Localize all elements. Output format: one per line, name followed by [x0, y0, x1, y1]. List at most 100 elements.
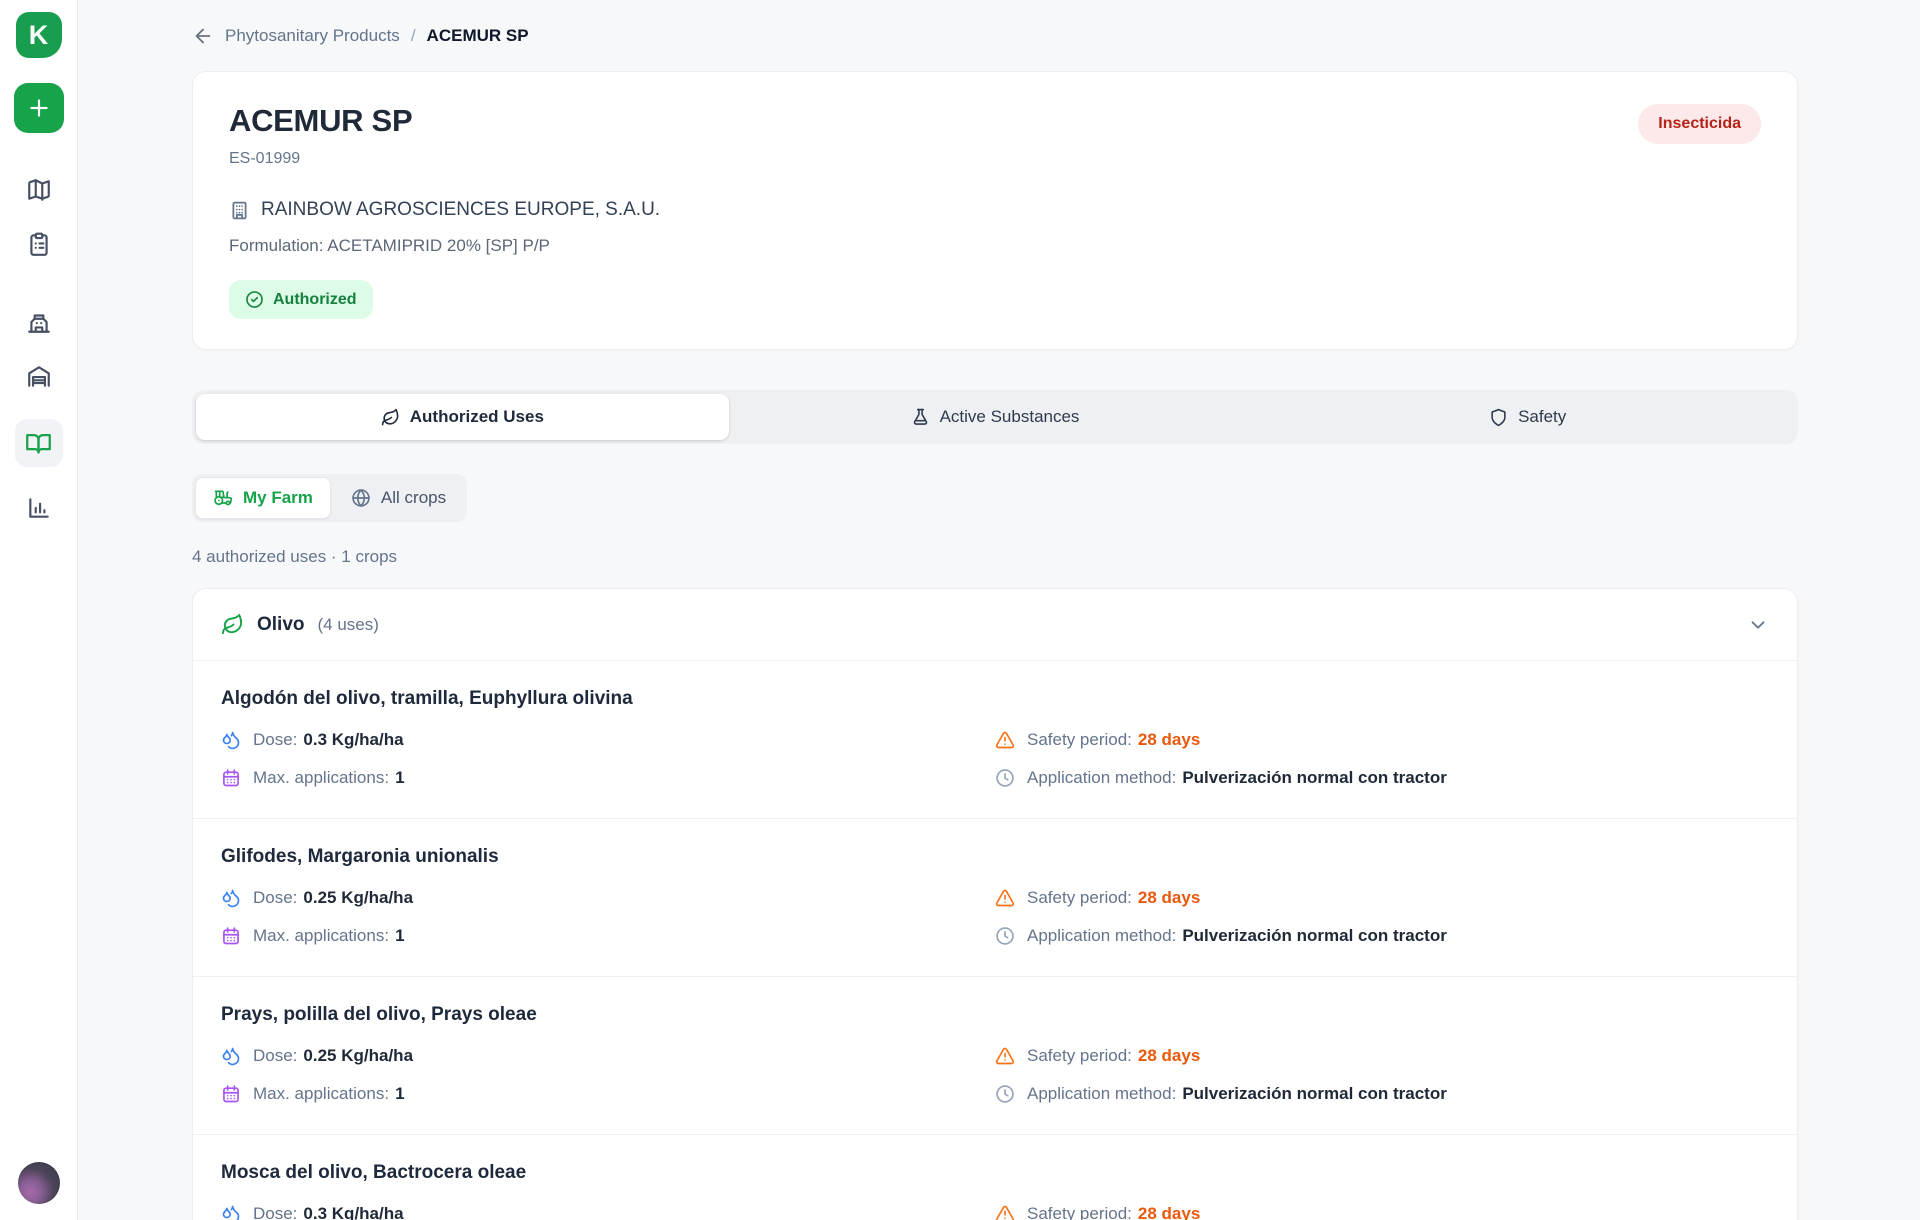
pest-name: Glifodes, Margaronia unionalis: [221, 846, 499, 867]
product-name: ACEMUR SP: [229, 103, 413, 138]
dose-label: Dose:: [253, 730, 298, 749]
app-logo-letter: K: [28, 19, 49, 50]
dose-value: 0.25 Kg/ha/ha: [303, 888, 414, 907]
calendar-icon: [221, 926, 241, 946]
company-name: RAINBOW AGROSCIENCES EUROPE, S.A.U.: [261, 199, 661, 220]
book-open-icon: [25, 430, 52, 457]
crop-header[interactable]: Olivo (4 uses): [193, 589, 1797, 660]
main-content: Phytosanitary Products / ACEMUR SP ACEMU…: [78, 0, 1920, 1220]
sidebar: K: [0, 0, 78, 1220]
tractor-icon: [213, 488, 233, 508]
filter-label: All crops: [380, 488, 447, 507]
uses-summary: 4 authorized uses · 1 crops: [192, 547, 398, 566]
status-badge-authorized: Authorized: [229, 280, 373, 319]
sidebar-item-farm-buildings[interactable]: [26, 309, 52, 335]
tab-authorized-uses[interactable]: Authorized Uses: [196, 394, 729, 440]
droplets-icon: [221, 1204, 241, 1220]
max-applications-value: 1: [395, 768, 405, 787]
droplets-icon: [221, 1046, 241, 1066]
max-applications-value: 1: [395, 1084, 405, 1103]
breadcrumb-parent[interactable]: Phytosanitary Products: [225, 26, 400, 45]
max-applications-label: Max. applications:: [253, 1084, 390, 1103]
breadcrumb-separator: /: [410, 26, 416, 45]
crop-name: Olivo: [257, 613, 305, 635]
dose-label: Dose:: [253, 1046, 298, 1065]
crop-filter-row: My Farm All crops: [192, 474, 1798, 522]
safety-period-row: Safety period: 28 days: [995, 888, 1769, 908]
application-method-row: Application method: Pulverización normal…: [995, 1084, 1769, 1104]
dose-value: 0.3 Kg/ha/ha: [303, 730, 404, 749]
sidebar-item-catalog-active[interactable]: [14, 419, 63, 467]
company-building-icon: [229, 200, 250, 221]
use-details: Dose: 0.25 Kg/ha/ha Safety period: 28 da…: [221, 888, 1769, 946]
safety-period-label: Safety period:: [1027, 1046, 1132, 1065]
back-arrow-icon[interactable]: [192, 25, 214, 47]
user-avatar[interactable]: [17, 1162, 60, 1204]
max-applications-label: Max. applications:: [253, 926, 390, 945]
safety-period-row: Safety period: 28 days: [995, 1204, 1769, 1220]
application-method-value: Pulverización normal con tractor: [1182, 768, 1447, 787]
filter-all-crops[interactable]: All crops: [333, 477, 464, 519]
app-logo[interactable]: K: [15, 12, 62, 58]
application-method-label: Application method:: [1027, 768, 1177, 787]
formulation-text: Formulation: ACETAMIPRID 20% [SP] P/P: [229, 236, 550, 255]
use-item: Mosca del olivo, Bactrocera oleae Dose: …: [193, 1134, 1797, 1220]
filter-label: My Farm: [243, 488, 313, 507]
use-details: Dose: 0.3 Kg/ha/ha Safety period: 28 day…: [221, 1204, 1769, 1220]
sidebar-item-warehouse[interactable]: [26, 363, 52, 389]
safety-period-value: 28 days: [1137, 1046, 1201, 1065]
pest-name: Mosca del olivo, Bactrocera oleae: [221, 1162, 527, 1183]
calendar-icon: [221, 768, 241, 788]
create-button[interactable]: [13, 83, 64, 133]
clock-icon: [995, 926, 1015, 946]
tab-label: Authorized Uses: [409, 407, 544, 426]
category-badge-insecticida: Insecticida: [1638, 104, 1761, 144]
chevron-down-icon[interactable]: [1747, 614, 1769, 636]
use-details: Dose: 0.25 Kg/ha/ha Safety period: 28 da…: [221, 1046, 1769, 1104]
clock-icon: [995, 1084, 1015, 1104]
tab-safety[interactable]: Safety: [1261, 394, 1794, 440]
application-method-row: Application method: Pulverización normal…: [995, 926, 1769, 946]
warning-triangle-icon: [995, 1046, 1015, 1066]
tab-bar: Authorized Uses Active Substances Safety: [192, 390, 1798, 444]
crop-filter-group: My Farm All crops: [192, 474, 468, 522]
pest-name: Algodón del olivo, tramilla, Euphyllura …: [221, 688, 633, 709]
tab-active-substances[interactable]: Active Substances: [729, 394, 1262, 440]
dose-value: 0.3 Kg/ha/ha: [303, 1204, 404, 1220]
dose-label: Dose:: [253, 1204, 298, 1220]
tab-label: Safety: [1518, 407, 1567, 426]
use-item: Glifodes, Margaronia unionalis Dose: 0.2…: [193, 818, 1797, 976]
dose-row: Dose: 0.25 Kg/ha/ha: [221, 888, 995, 908]
flask-icon: [911, 408, 930, 427]
safety-period-value: 28 days: [1137, 888, 1201, 907]
warning-triangle-icon: [995, 888, 1015, 908]
warning-triangle-icon: [995, 1204, 1015, 1220]
safety-period-row: Safety period: 28 days: [995, 1046, 1769, 1066]
sidebar-item-field-notebook[interactable]: [26, 231, 52, 257]
company-row: RAINBOW AGROSCIENCES EUROPE, S.A.U.: [229, 199, 1761, 221]
crop-uses-count: (4 uses): [317, 614, 379, 634]
crop-card-olivo: Olivo (4 uses) Algodón del olivo, tramil…: [192, 588, 1798, 1220]
use-item: Algodón del olivo, tramilla, Euphyllura …: [193, 660, 1797, 818]
status-label: Authorized: [273, 290, 357, 308]
safety-period-label: Safety period:: [1027, 730, 1132, 749]
application-method-row: Application method: Pulverización normal…: [995, 768, 1769, 788]
safety-period-value: 28 days: [1137, 730, 1201, 749]
sidebar-item-stats[interactable]: [26, 495, 52, 521]
use-item: Prays, polilla del olivo, Prays oleae Do…: [193, 976, 1797, 1134]
safety-period-row: Safety period: 28 days: [995, 730, 1769, 750]
plus-icon: [26, 95, 52, 121]
application-method-value: Pulverización normal con tractor: [1182, 1084, 1447, 1103]
dose-row: Dose: 0.3 Kg/ha/ha: [221, 1204, 995, 1220]
clock-icon: [995, 768, 1015, 788]
droplets-icon: [221, 888, 241, 908]
product-registration-code: ES-01999: [229, 150, 301, 167]
dose-label: Dose:: [253, 888, 298, 907]
sidebar-item-map[interactable]: [26, 177, 52, 203]
tab-label: Active Substances: [939, 407, 1080, 426]
uses-list: Algodón del olivo, tramilla, Euphyllura …: [193, 660, 1797, 1220]
application-method-label: Application method:: [1027, 926, 1177, 945]
filter-my-farm[interactable]: My Farm: [195, 477, 331, 519]
dose-row: Dose: 0.3 Kg/ha/ha: [221, 730, 995, 750]
warning-triangle-icon: [995, 730, 1015, 750]
